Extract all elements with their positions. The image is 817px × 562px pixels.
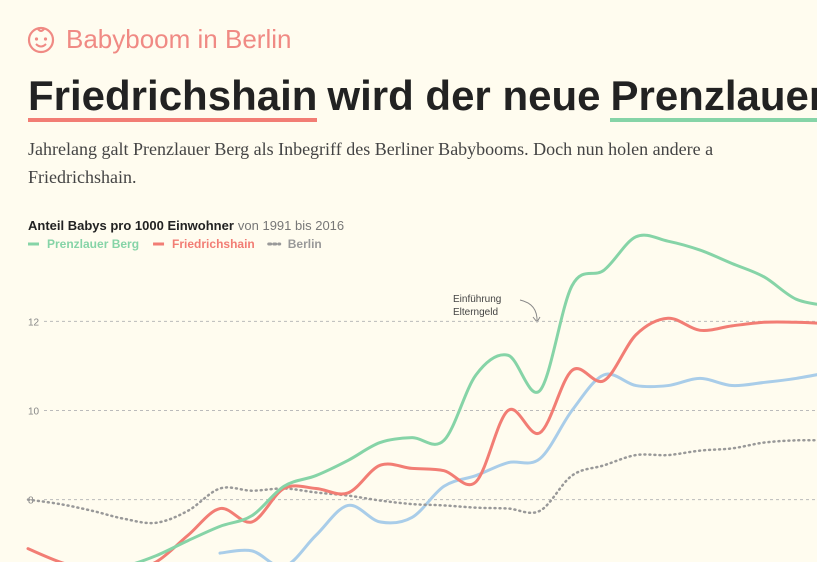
headline-part: Friedrichshain — [28, 74, 318, 122]
chart-heading: Anteil Babys pro 1000 Einwohner von 1991 … — [28, 218, 344, 233]
y-tick-label: 10 — [28, 407, 40, 418]
annotation-text: Einführung — [453, 294, 501, 305]
intro: Jahrelang galt Prenzlauer Berg als Inbeg… — [28, 135, 713, 191]
intro-line: Friedrichshain. — [28, 167, 137, 187]
series-line — [218, 372, 817, 562]
chart-title: Anteil Babys pro 1000 Einwohner — [28, 218, 234, 233]
series-line — [134, 233, 817, 562]
y-tick-label: 8 — [28, 496, 34, 507]
baby-icon — [27, 26, 55, 54]
intro-line: Jahrelang galt Prenzlauer Berg als Inbeg… — [28, 139, 714, 159]
series-line — [26, 438, 817, 525]
y-tick-label: 12 — [28, 317, 40, 328]
legend-label: Prenzlauer Berg — [47, 237, 139, 251]
annotation-arrow — [519, 299, 541, 323]
chart-subtitle: von 1991 bis 2016 — [238, 218, 344, 233]
kicker: Babyboom in Berlin — [66, 24, 292, 54]
legend-label: Friedrichshain — [172, 237, 255, 251]
series-line — [26, 316, 817, 562]
annotation-text: Elterngeld — [453, 307, 498, 318]
headline-part: wird der neue — [327, 72, 601, 119]
legend-label: Berlin — [288, 237, 322, 251]
headline-part: Prenzlauer Berg — [610, 74, 817, 122]
